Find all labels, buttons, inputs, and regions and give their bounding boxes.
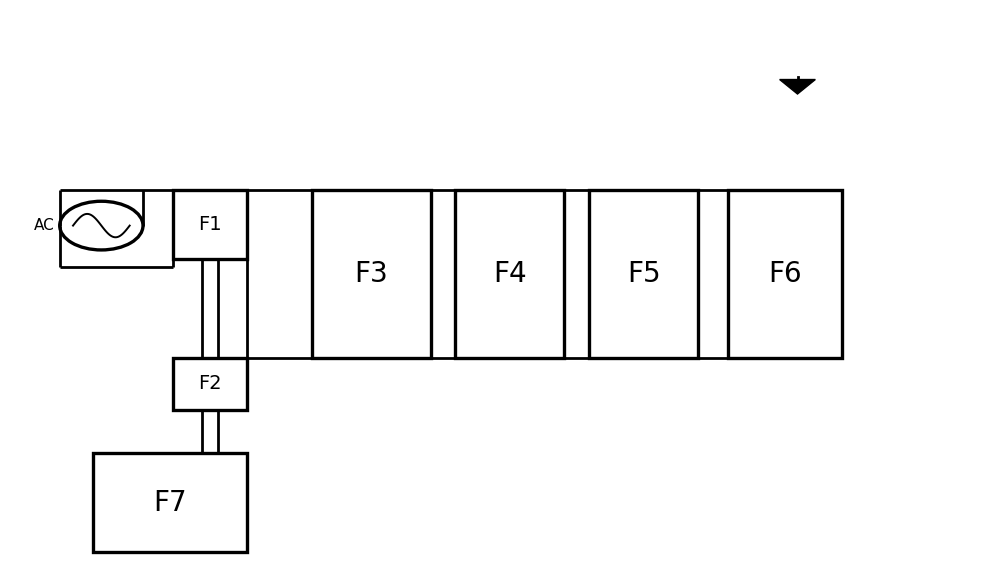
Text: F2: F2 [198,375,222,393]
Text: F1: F1 [198,215,222,234]
Bar [589,190,698,358]
Text: AC: AC [33,218,54,233]
Bar [173,358,247,410]
Text: F4: F4 [493,260,527,288]
Polygon shape [780,79,815,94]
Text: F6: F6 [768,260,802,288]
Bar [93,453,247,552]
Bar [728,190,842,358]
Bar [312,190,431,358]
Text: F7: F7 [153,489,187,517]
Text: F3: F3 [354,260,388,288]
Bar [455,190,564,358]
Text: F5: F5 [627,260,661,288]
Bar [173,190,247,259]
